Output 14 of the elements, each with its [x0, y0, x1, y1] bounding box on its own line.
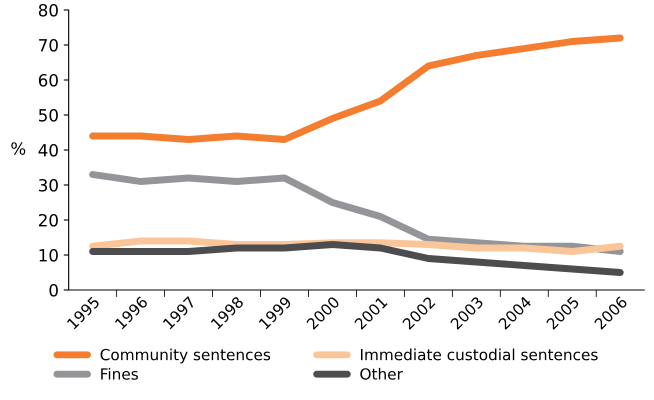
y-tick-label: 0	[49, 284, 58, 297]
y-tick-label: 20	[38, 214, 58, 227]
y-axis-title: %	[11, 142, 26, 155]
y-tick-label: 40	[38, 144, 58, 157]
legend-label: Community sentences	[100, 348, 270, 364]
y-tick-label: 80	[38, 4, 58, 17]
y-tick-label: 70	[39, 38, 58, 52]
y-tick-label: 30	[39, 178, 58, 192]
legend-label: Fines	[101, 368, 138, 380]
y-tick-label: 60	[38, 74, 58, 87]
legend-label: Immediate custodial sentences	[360, 348, 598, 360]
legend-label: Other	[360, 368, 403, 380]
y-tick-label: 10	[40, 248, 58, 262]
y-tick-label: 50	[39, 108, 58, 122]
